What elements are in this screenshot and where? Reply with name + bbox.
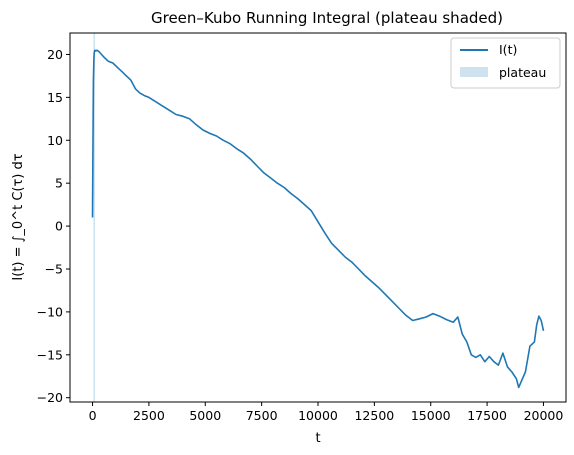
x-tick-label: 12500 [354, 408, 394, 423]
chart-title: Green–Kubo Running Integral (plateau sha… [151, 9, 503, 27]
legend: I(t) plateau [451, 38, 560, 88]
y-tick-label: −20 [37, 390, 63, 405]
legend-label-plateau: plateau [499, 65, 546, 80]
x-tick-label: 0 [89, 408, 97, 423]
x-tick-label: 20000 [524, 408, 564, 423]
y-tick-label: −5 [45, 261, 63, 276]
y-tick-label: 5 [55, 176, 63, 191]
x-axis-label: t [315, 431, 320, 446]
y-tick-label: −10 [37, 304, 63, 319]
x-tick-label: 2500 [133, 408, 165, 423]
legend-plateau-swatch [460, 67, 488, 77]
legend-label-series: I(t) [499, 42, 517, 57]
y-tick-label: −15 [37, 347, 63, 362]
x-tick-label: 5000 [189, 408, 221, 423]
x-tick-label: 10000 [298, 408, 338, 423]
y-ticks: −20 −15 −10 −5 0 5 10 15 20 [37, 47, 70, 405]
line-layer [93, 50, 544, 387]
y-tick-label: 20 [47, 47, 63, 62]
series-line-0 [93, 50, 544, 387]
y-tick-label: 15 [47, 90, 63, 105]
x-ticks: 0 2500 5000 7500 10000 12500 15000 17500 20000 [89, 402, 564, 423]
x-tick-label: 17500 [467, 408, 507, 423]
x-tick-label: 7500 [246, 408, 278, 423]
x-tick-label: 15000 [411, 408, 451, 423]
y-tick-label: 10 [47, 133, 63, 148]
y-tick-label: 0 [55, 219, 63, 234]
y-axis-label: I(t) = ∫_0^t C(τ) dτ [11, 153, 26, 280]
